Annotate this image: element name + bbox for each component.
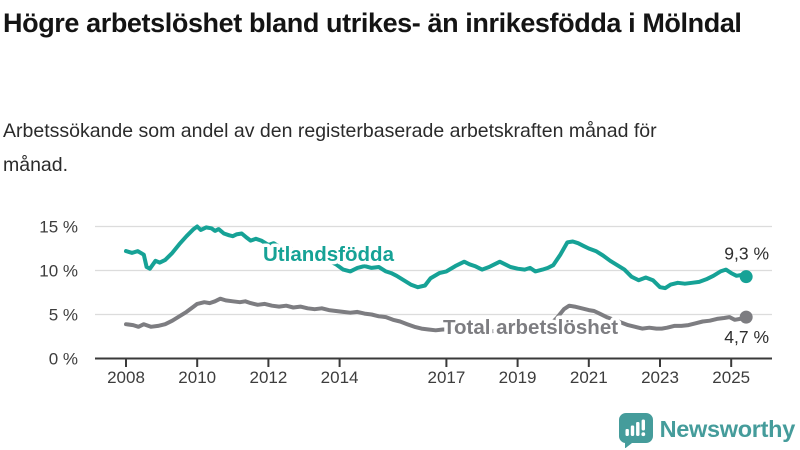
- end-value-label: 4,7 %: [724, 327, 769, 347]
- x-tick-label: 2019: [499, 368, 537, 387]
- series-end-dot: [739, 310, 753, 324]
- x-tick-label: 2014: [321, 368, 359, 387]
- y-tick-label: 5 %: [49, 306, 78, 325]
- series-line-utlandsfodda: [124, 224, 749, 291]
- chart-subtitle: Arbetssökande som andel av den registerb…: [3, 120, 657, 176]
- series-end-dot: [739, 270, 753, 284]
- x-tick-label: 2008: [107, 368, 145, 387]
- x-tick-label: 2025: [712, 368, 750, 387]
- series-label-utlandsfodda: Utlandsfödda: [263, 243, 395, 266]
- series-line-total: [124, 296, 749, 334]
- newsworthy-icon: [618, 412, 653, 448]
- speech-bubble-shape: [618, 412, 653, 448]
- series-label-total: Total arbetslöshet: [443, 316, 618, 339]
- y-tick-label: 10 %: [39, 262, 78, 281]
- x-tick-label: 2017: [427, 368, 465, 387]
- x-tick-label: 2023: [641, 368, 679, 387]
- x-tick-label: 2010: [178, 368, 216, 387]
- newsworthy-logo[interactable]: Newsworthy: [617, 410, 795, 448]
- chart-title: Högre arbetslöshet bland utrikes- än inr…: [3, 8, 742, 38]
- x-tick-label: 2021: [570, 368, 608, 387]
- end-value-label: 9,3 %: [724, 244, 769, 264]
- y-tick-label: 15 %: [39, 218, 78, 237]
- x-tick-label: 2012: [249, 368, 287, 387]
- brand-name: Newsworthy: [659, 415, 796, 442]
- y-tick-label: 0 %: [49, 350, 78, 369]
